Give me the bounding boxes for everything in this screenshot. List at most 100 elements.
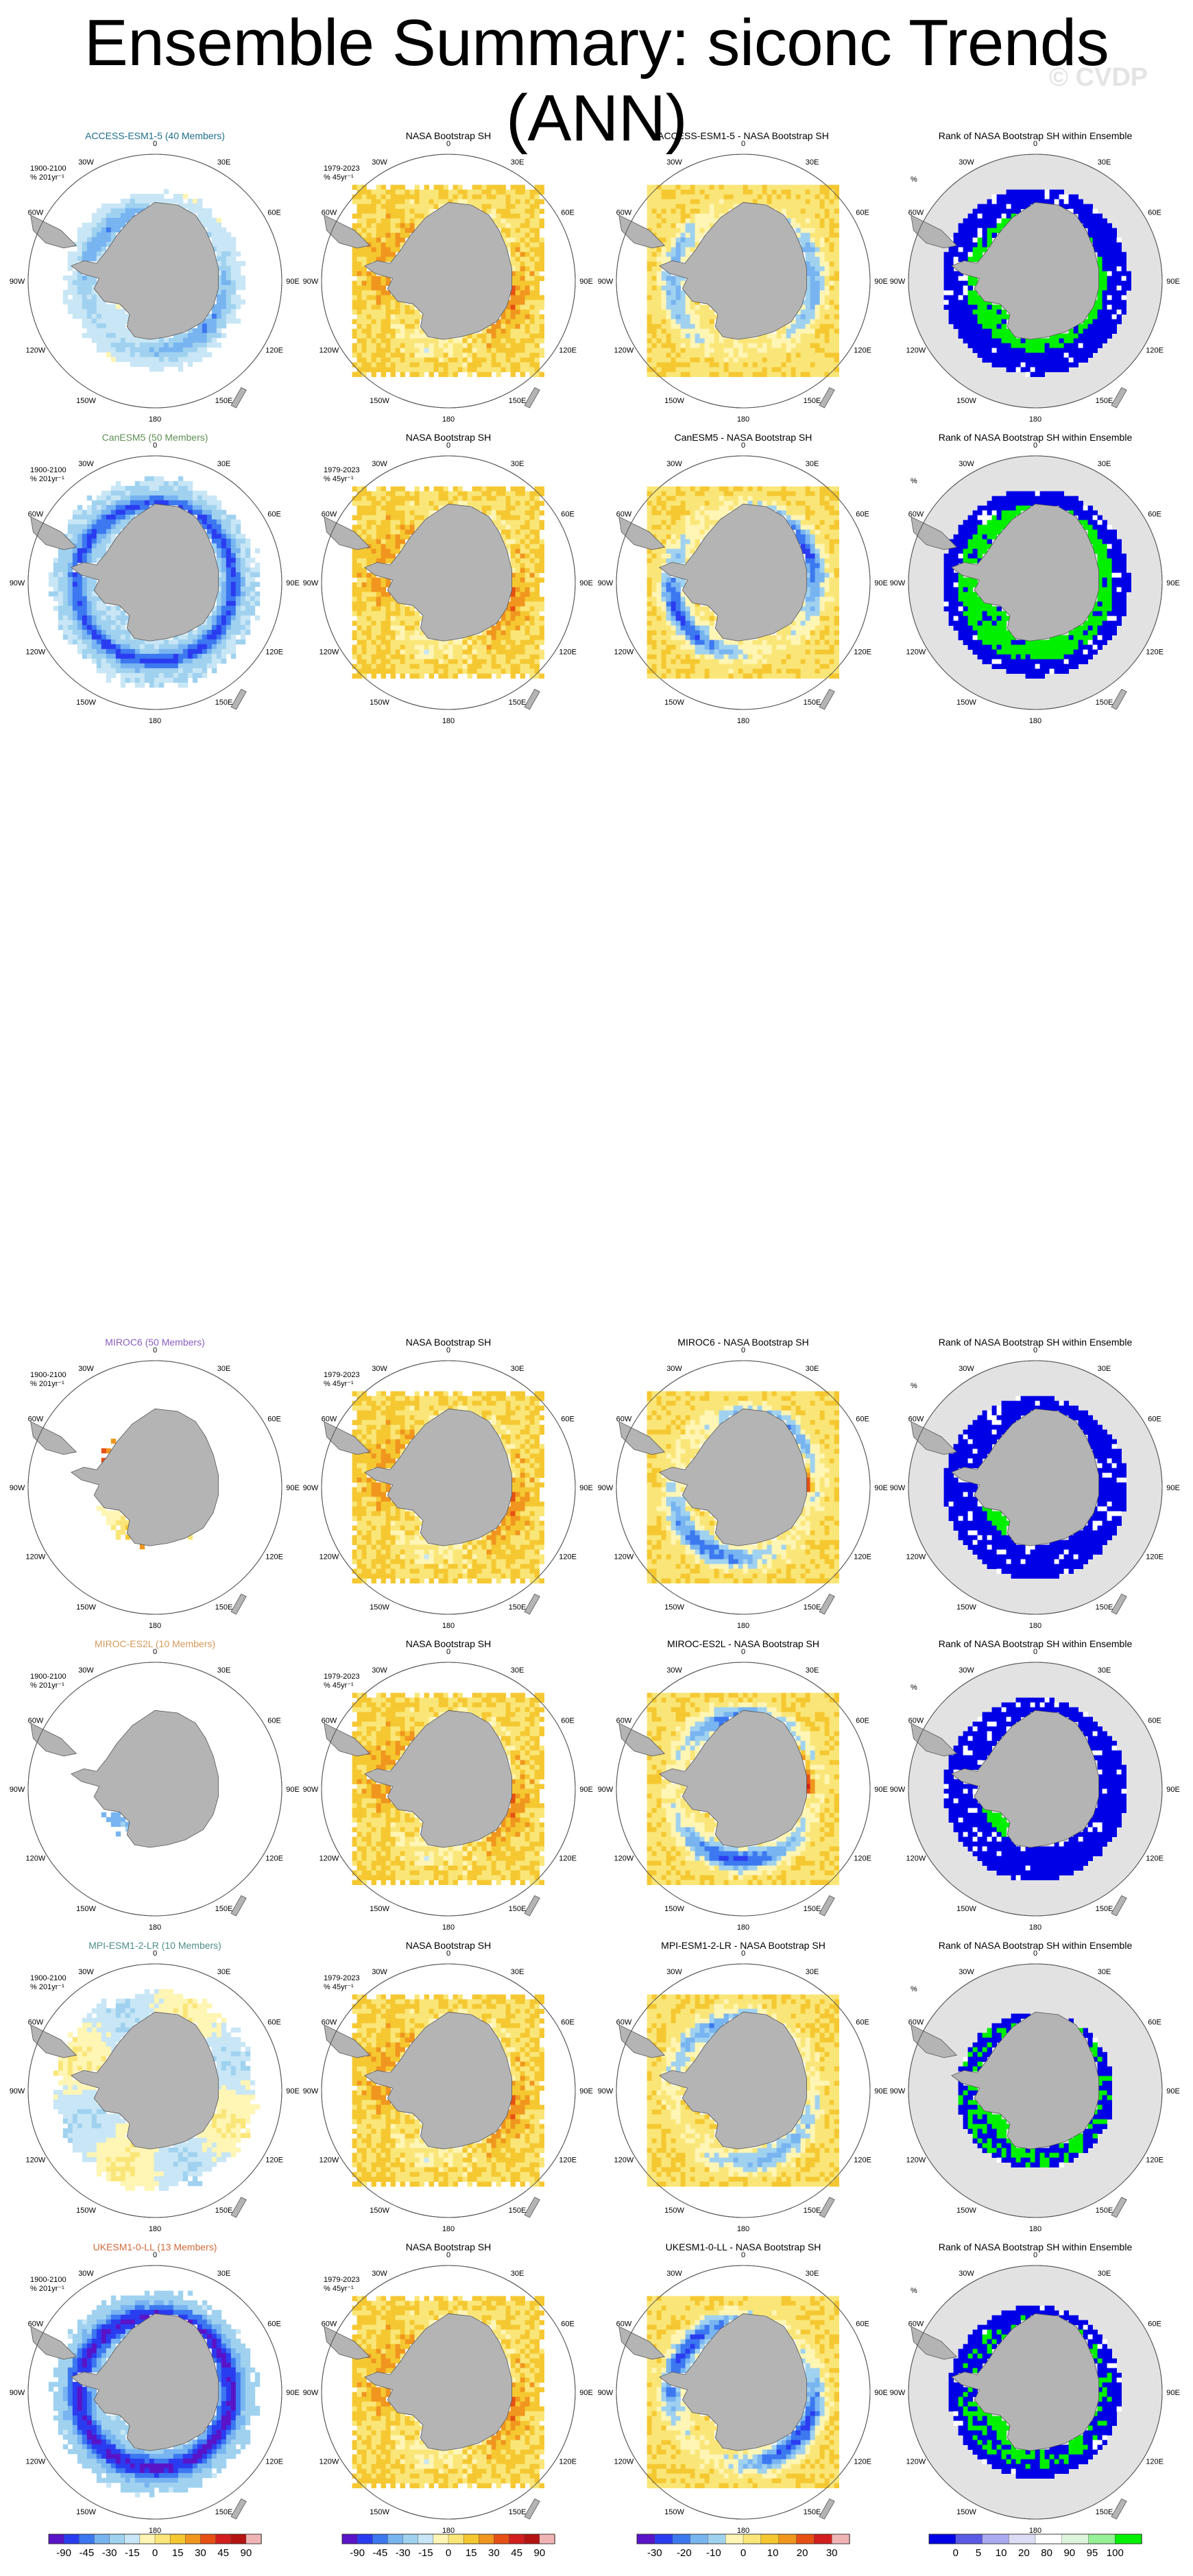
map-cell xyxy=(680,343,686,348)
map-cell xyxy=(1083,213,1088,219)
map-cell xyxy=(815,338,820,343)
map-cell xyxy=(77,275,83,281)
map-cell xyxy=(685,295,690,300)
map-cell xyxy=(371,333,376,339)
map-cell xyxy=(977,295,983,300)
map-cell xyxy=(709,208,714,214)
map-cell xyxy=(96,246,102,252)
map-cell xyxy=(675,252,681,257)
map-cell xyxy=(429,357,434,363)
map-cell xyxy=(1068,343,1074,348)
map-cell xyxy=(357,290,362,295)
map-cell xyxy=(390,304,396,310)
map-cell xyxy=(699,194,705,199)
map-cell xyxy=(414,668,420,674)
map-cell xyxy=(1121,252,1126,257)
map-cell xyxy=(1025,362,1031,367)
map-cell xyxy=(685,357,690,363)
map-cell xyxy=(86,289,93,295)
map-cell xyxy=(767,194,772,199)
map-cell xyxy=(1107,328,1112,334)
map-cell xyxy=(173,677,179,683)
map-cell xyxy=(1092,228,1098,233)
map-cell xyxy=(400,309,405,315)
map-cell xyxy=(226,270,232,276)
map-cell xyxy=(216,313,222,319)
map-cell xyxy=(438,644,444,650)
map-cell xyxy=(120,653,126,659)
map-cell xyxy=(462,189,468,195)
map-cell xyxy=(781,352,786,358)
map-cell xyxy=(675,242,681,247)
map-cell xyxy=(385,256,391,262)
map-cell xyxy=(101,208,107,214)
map-cell xyxy=(815,204,820,209)
map-cell xyxy=(661,290,666,295)
map-cell xyxy=(525,309,530,315)
map-cell xyxy=(125,620,131,626)
map-cell xyxy=(453,668,458,674)
map-cell xyxy=(810,223,815,228)
map-cell xyxy=(429,338,434,343)
map-cell xyxy=(134,356,141,363)
map-cell xyxy=(685,232,690,238)
map-cell xyxy=(361,357,367,363)
map-cell xyxy=(690,367,695,372)
map-cell xyxy=(987,242,992,247)
map-cell xyxy=(996,304,1002,310)
map-cell xyxy=(481,486,487,491)
map-cell xyxy=(178,505,184,511)
map-cell xyxy=(699,199,705,204)
map-cell xyxy=(486,333,492,339)
map-cell xyxy=(525,285,530,291)
map-cell xyxy=(824,348,830,353)
map-cell xyxy=(110,610,117,616)
map-cell xyxy=(967,338,973,343)
map-cell xyxy=(419,362,424,367)
map-cell xyxy=(501,208,506,214)
map-cell xyxy=(815,285,820,291)
map-cell xyxy=(515,204,520,209)
map-cell xyxy=(96,658,102,664)
map-cell xyxy=(1102,237,1107,243)
map-cell xyxy=(472,496,477,501)
map-cell xyxy=(671,237,676,243)
map-cell xyxy=(385,500,391,506)
map-cell xyxy=(491,668,496,674)
map-cell xyxy=(250,567,256,573)
map-cell xyxy=(505,309,511,315)
map-cell xyxy=(91,323,97,329)
map-cell xyxy=(240,562,246,568)
map-cell xyxy=(366,496,372,501)
map-cell xyxy=(733,204,738,209)
map-cell xyxy=(534,285,540,291)
map-cell xyxy=(139,490,145,496)
map-cell xyxy=(409,520,415,525)
map-cell xyxy=(371,290,376,295)
map-cell xyxy=(419,372,424,377)
map-cell xyxy=(357,620,362,626)
map-cell xyxy=(810,367,815,372)
map-cell xyxy=(371,534,376,539)
map-cell xyxy=(651,348,657,353)
map-cell xyxy=(395,232,400,238)
map-cell xyxy=(525,271,530,276)
map-cell xyxy=(361,300,367,305)
map-cell xyxy=(240,610,246,616)
map-cell xyxy=(385,208,391,214)
map-cell xyxy=(685,208,690,214)
map-cell xyxy=(86,251,93,257)
map-cell xyxy=(1006,338,1011,343)
map-cell xyxy=(376,189,381,195)
map-cell xyxy=(361,338,367,343)
map-cell xyxy=(120,332,126,339)
map-cell xyxy=(743,343,748,348)
map-cell xyxy=(501,510,506,515)
map-cell xyxy=(226,567,232,573)
map-cell xyxy=(496,630,501,635)
map-cell xyxy=(357,587,362,592)
map-cell xyxy=(371,276,376,281)
map-cell xyxy=(357,601,362,607)
map-cell xyxy=(666,280,671,286)
